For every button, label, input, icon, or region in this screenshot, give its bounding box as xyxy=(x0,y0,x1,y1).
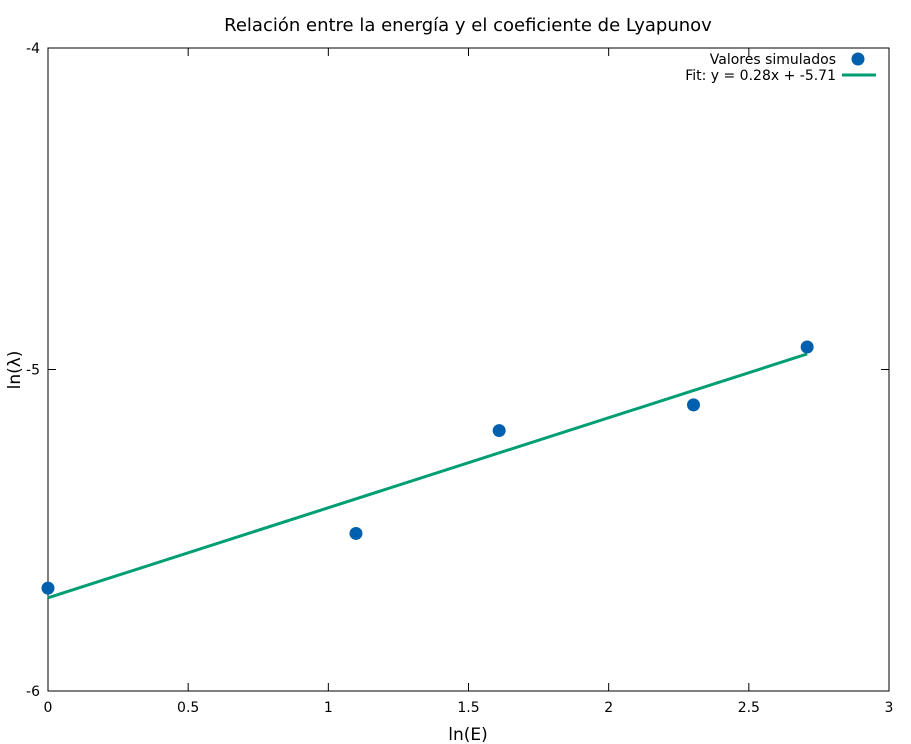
x-axis: 0 0.5 1 1.5 2 2.5 3 xyxy=(44,48,894,716)
scatter-series xyxy=(41,340,814,595)
x-tick-label: 1 xyxy=(324,700,333,716)
x-tick-label: 0 xyxy=(44,700,53,716)
y-tick-label: -6 xyxy=(26,684,40,700)
legend-marker-valores-simulados xyxy=(851,52,865,66)
x-tick-label: 2 xyxy=(604,700,613,716)
y-axis: -6 -5 -4 xyxy=(26,41,889,700)
legend-label-fit: Fit: y = 0.28x + -5.71 xyxy=(685,68,836,84)
data-point xyxy=(349,526,363,540)
legend-label-valores-simulados: Valores simulados xyxy=(710,52,836,68)
y-axis-title: ln(λ) xyxy=(5,351,25,390)
fit-line xyxy=(47,352,808,600)
y-tick-label: -5 xyxy=(26,363,40,379)
data-point xyxy=(686,398,700,412)
data-point xyxy=(41,581,55,595)
data-point xyxy=(800,340,814,354)
x-tick-label: 3 xyxy=(885,700,894,716)
data-point xyxy=(492,424,506,438)
x-tick-label: 1.5 xyxy=(457,700,479,716)
legend: Valores simulados Fit: y = 0.28x + -5.71 xyxy=(685,52,876,84)
x-tick-label: 0.5 xyxy=(177,700,199,716)
chart-title: Relación entre la energía y el coeficien… xyxy=(224,15,712,36)
fit-line-series xyxy=(47,352,808,600)
x-tick-label: 2.5 xyxy=(738,700,760,716)
y-tick-label: -4 xyxy=(26,41,40,57)
x-axis-title: ln(E) xyxy=(448,725,488,744)
